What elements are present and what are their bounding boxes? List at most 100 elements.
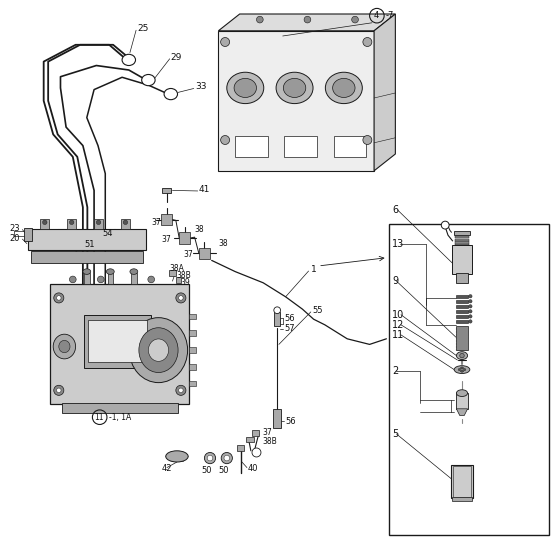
Circle shape — [69, 276, 76, 283]
Text: 6: 6 — [392, 205, 398, 215]
Ellipse shape — [139, 328, 178, 372]
Bar — [246, 437, 254, 442]
Circle shape — [363, 38, 372, 46]
Ellipse shape — [148, 339, 169, 361]
Bar — [199, 248, 210, 259]
Bar — [455, 239, 469, 241]
Text: 55: 55 — [312, 306, 323, 315]
Bar — [456, 300, 468, 303]
Polygon shape — [374, 14, 395, 171]
Circle shape — [461, 370, 463, 372]
Circle shape — [464, 368, 466, 371]
Text: 2: 2 — [392, 366, 398, 376]
Ellipse shape — [164, 88, 178, 100]
Ellipse shape — [59, 340, 70, 353]
Text: 38B: 38B — [262, 437, 277, 446]
Text: 11: 11 — [94, 413, 103, 422]
Ellipse shape — [276, 72, 313, 104]
Bar — [237, 445, 244, 451]
Circle shape — [176, 385, 186, 395]
Bar — [31, 251, 143, 263]
Circle shape — [224, 455, 230, 461]
Text: 40: 40 — [248, 464, 259, 473]
Ellipse shape — [83, 269, 91, 274]
Bar — [453, 466, 471, 497]
Circle shape — [204, 452, 216, 464]
Text: 20: 20 — [10, 234, 20, 243]
Ellipse shape — [142, 74, 155, 86]
Circle shape — [256, 16, 263, 23]
Bar — [189, 314, 196, 319]
Bar — [455, 244, 469, 246]
Bar — [456, 326, 468, 350]
Circle shape — [221, 136, 230, 144]
Circle shape — [469, 315, 472, 318]
Circle shape — [469, 305, 472, 308]
Bar — [455, 236, 469, 238]
Circle shape — [57, 296, 61, 300]
Bar — [451, 465, 473, 498]
Circle shape — [469, 295, 472, 298]
Ellipse shape — [129, 318, 188, 382]
Bar — [169, 270, 176, 276]
Bar — [108, 273, 113, 284]
Bar — [273, 409, 281, 428]
Ellipse shape — [234, 78, 256, 97]
Circle shape — [54, 293, 64, 303]
Text: 51: 51 — [84, 240, 95, 249]
Text: 13: 13 — [392, 239, 404, 249]
Bar — [131, 273, 137, 284]
Bar — [121, 219, 130, 229]
Bar — [40, 219, 49, 229]
Text: 42: 42 — [161, 464, 172, 473]
Ellipse shape — [227, 72, 264, 104]
Ellipse shape — [283, 78, 306, 97]
Text: 29: 29 — [171, 53, 182, 62]
Text: -1, 1A: -1, 1A — [109, 413, 131, 422]
Ellipse shape — [53, 334, 76, 359]
Ellipse shape — [122, 54, 136, 66]
Text: 4: 4 — [373, 11, 379, 20]
Bar — [50, 284, 189, 404]
Text: 5: 5 — [392, 429, 398, 439]
Bar — [62, 403, 178, 413]
Ellipse shape — [456, 352, 468, 360]
Circle shape — [441, 221, 449, 229]
Bar — [94, 219, 103, 229]
Bar — [389, 224, 549, 535]
Bar — [274, 312, 280, 326]
Bar — [455, 241, 469, 244]
Bar — [176, 277, 181, 283]
Circle shape — [69, 220, 74, 225]
Circle shape — [96, 220, 101, 225]
Bar — [452, 245, 472, 274]
Circle shape — [54, 385, 64, 395]
Text: 1: 1 — [311, 265, 316, 274]
Bar — [67, 219, 76, 229]
Text: 37: 37 — [161, 235, 171, 244]
Text: 23: 23 — [10, 224, 20, 233]
Circle shape — [458, 368, 460, 371]
Text: 57: 57 — [284, 324, 295, 333]
Bar — [179, 232, 190, 244]
Bar — [84, 273, 90, 284]
Circle shape — [363, 136, 372, 144]
Circle shape — [221, 38, 230, 46]
Bar — [284, 136, 317, 157]
Circle shape — [469, 310, 472, 313]
Bar — [161, 214, 172, 225]
Ellipse shape — [325, 72, 362, 104]
Circle shape — [179, 296, 183, 300]
Bar — [189, 381, 196, 386]
Bar — [189, 364, 196, 370]
Text: 38: 38 — [218, 239, 228, 248]
Text: 56: 56 — [284, 314, 295, 323]
Text: 37: 37 — [262, 428, 272, 437]
Circle shape — [469, 320, 472, 323]
Circle shape — [43, 220, 47, 225]
Bar — [452, 497, 472, 501]
Bar — [456, 393, 468, 409]
Text: 12: 12 — [392, 320, 404, 330]
Text: 37: 37 — [151, 218, 161, 227]
Circle shape — [148, 276, 155, 283]
